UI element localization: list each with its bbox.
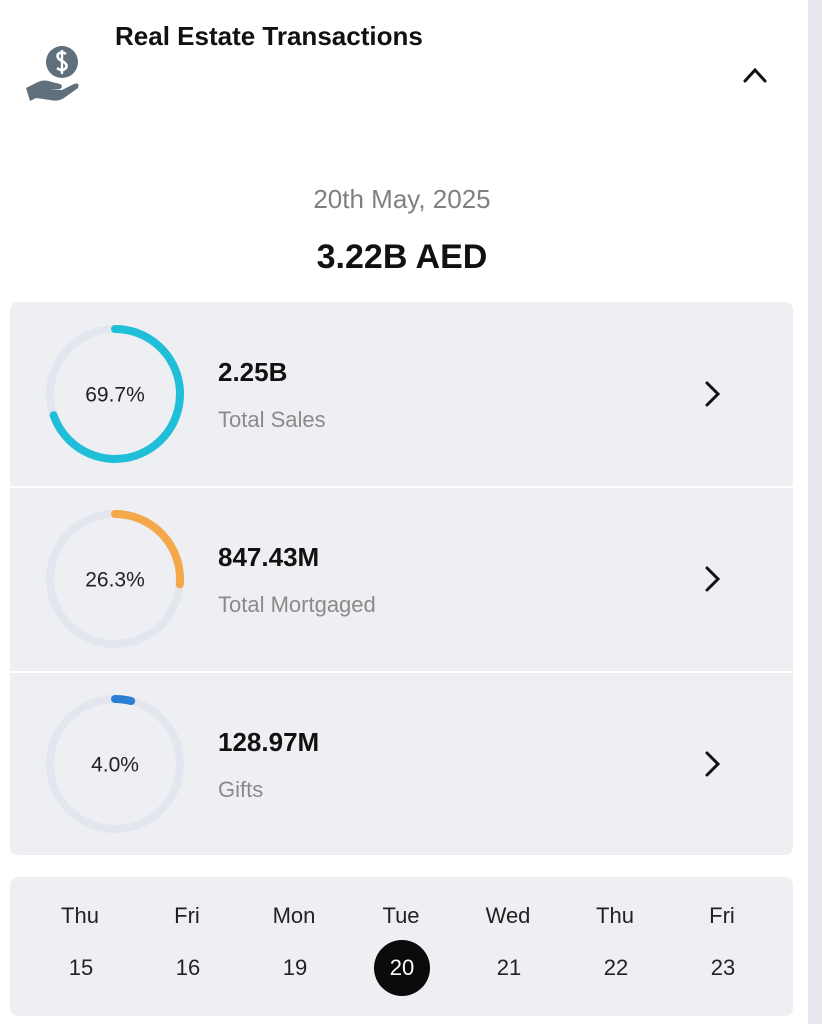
ring-arc	[111, 695, 136, 706]
ring-arc	[49, 325, 184, 463]
share-label: 4.0%	[91, 754, 139, 777]
amount: 128.97M	[218, 727, 319, 757]
day-number[interactable]: 19	[283, 955, 307, 980]
day-number[interactable]: 21	[497, 955, 521, 980]
chevron-right[interactable]	[705, 566, 721, 592]
day-number[interactable]: 15	[69, 955, 93, 980]
day-number[interactable]: 22	[604, 955, 628, 980]
day-number[interactable]: 16	[176, 955, 200, 980]
date-label: 20th May, 2025	[313, 184, 490, 214]
money-hand-icon	[26, 46, 79, 101]
row-divider	[10, 486, 793, 488]
weekday: Tue	[382, 903, 419, 928]
section-title: Real Estate Transactions	[115, 21, 423, 51]
item-label: Gifts	[218, 777, 263, 802]
weekday: Fri	[174, 903, 200, 928]
item-label: Total Mortgaged	[218, 592, 376, 617]
weekday: Wed	[486, 903, 531, 928]
selected-day	[374, 940, 430, 996]
chevron-right[interactable]	[705, 751, 721, 777]
row-divider	[10, 671, 793, 673]
collapse-chevron[interactable]	[743, 67, 767, 83]
day-number[interactable]: 23	[711, 955, 735, 980]
total-amount: 3.22B AED	[317, 238, 488, 276]
edge-strip	[808, 0, 822, 1024]
breakdown-panel	[10, 302, 793, 855]
weekday: Thu	[61, 903, 99, 928]
amount: 2.25B	[218, 357, 287, 387]
ring-arc	[111, 510, 184, 589]
weekday: Mon	[273, 903, 316, 928]
weekday: Fri	[709, 903, 735, 928]
chevron-right[interactable]	[705, 381, 721, 407]
day-number[interactable]: 20	[390, 955, 414, 980]
weekday: Thu	[596, 903, 634, 928]
share-label: 26.3%	[85, 569, 145, 592]
amount: 847.43M	[218, 542, 319, 572]
share-label: 69.7%	[85, 384, 145, 407]
item-label: Total Sales	[218, 407, 326, 432]
